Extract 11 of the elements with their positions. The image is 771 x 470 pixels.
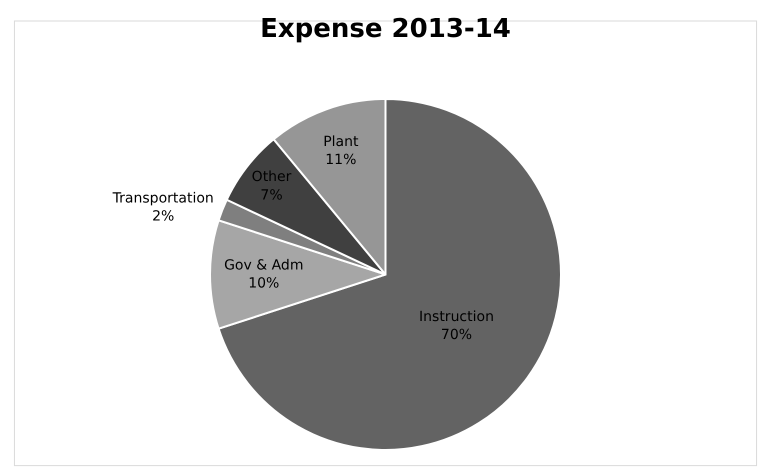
chart-title: Expense 2013-14 <box>260 14 511 44</box>
data-label: 10% <box>248 276 280 292</box>
slice-label: Transportation <box>112 190 214 206</box>
slice-label: Instruction <box>419 308 494 325</box>
data-label: 70% <box>440 327 472 344</box>
data-label: 11% <box>325 152 356 168</box>
data-label: 2% <box>152 208 174 225</box>
slice-label: Other <box>252 169 292 186</box>
slice-label: Plant <box>323 134 359 150</box>
data-label: 7% <box>260 187 283 204</box>
slice-label: Gov & Adm <box>224 257 304 274</box>
